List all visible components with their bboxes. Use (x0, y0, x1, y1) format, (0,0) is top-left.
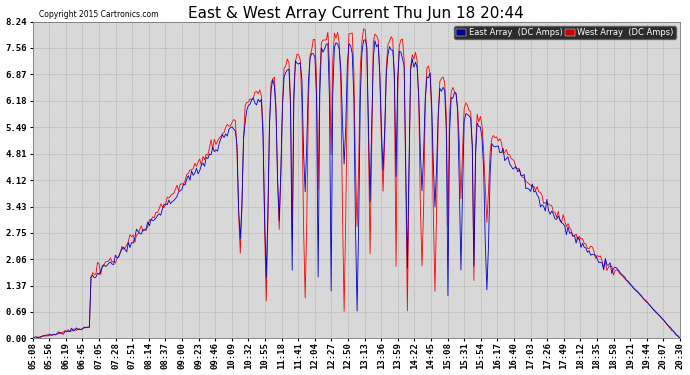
Text: Copyright 2015 Cartronics.com: Copyright 2015 Cartronics.com (39, 9, 159, 18)
Title: East & West Array Current Thu Jun 18 20:44: East & West Array Current Thu Jun 18 20:… (188, 6, 524, 21)
Legend: East Array  (DC Amps), West Array  (DC Amps): East Array (DC Amps), West Array (DC Amp… (454, 26, 676, 39)
